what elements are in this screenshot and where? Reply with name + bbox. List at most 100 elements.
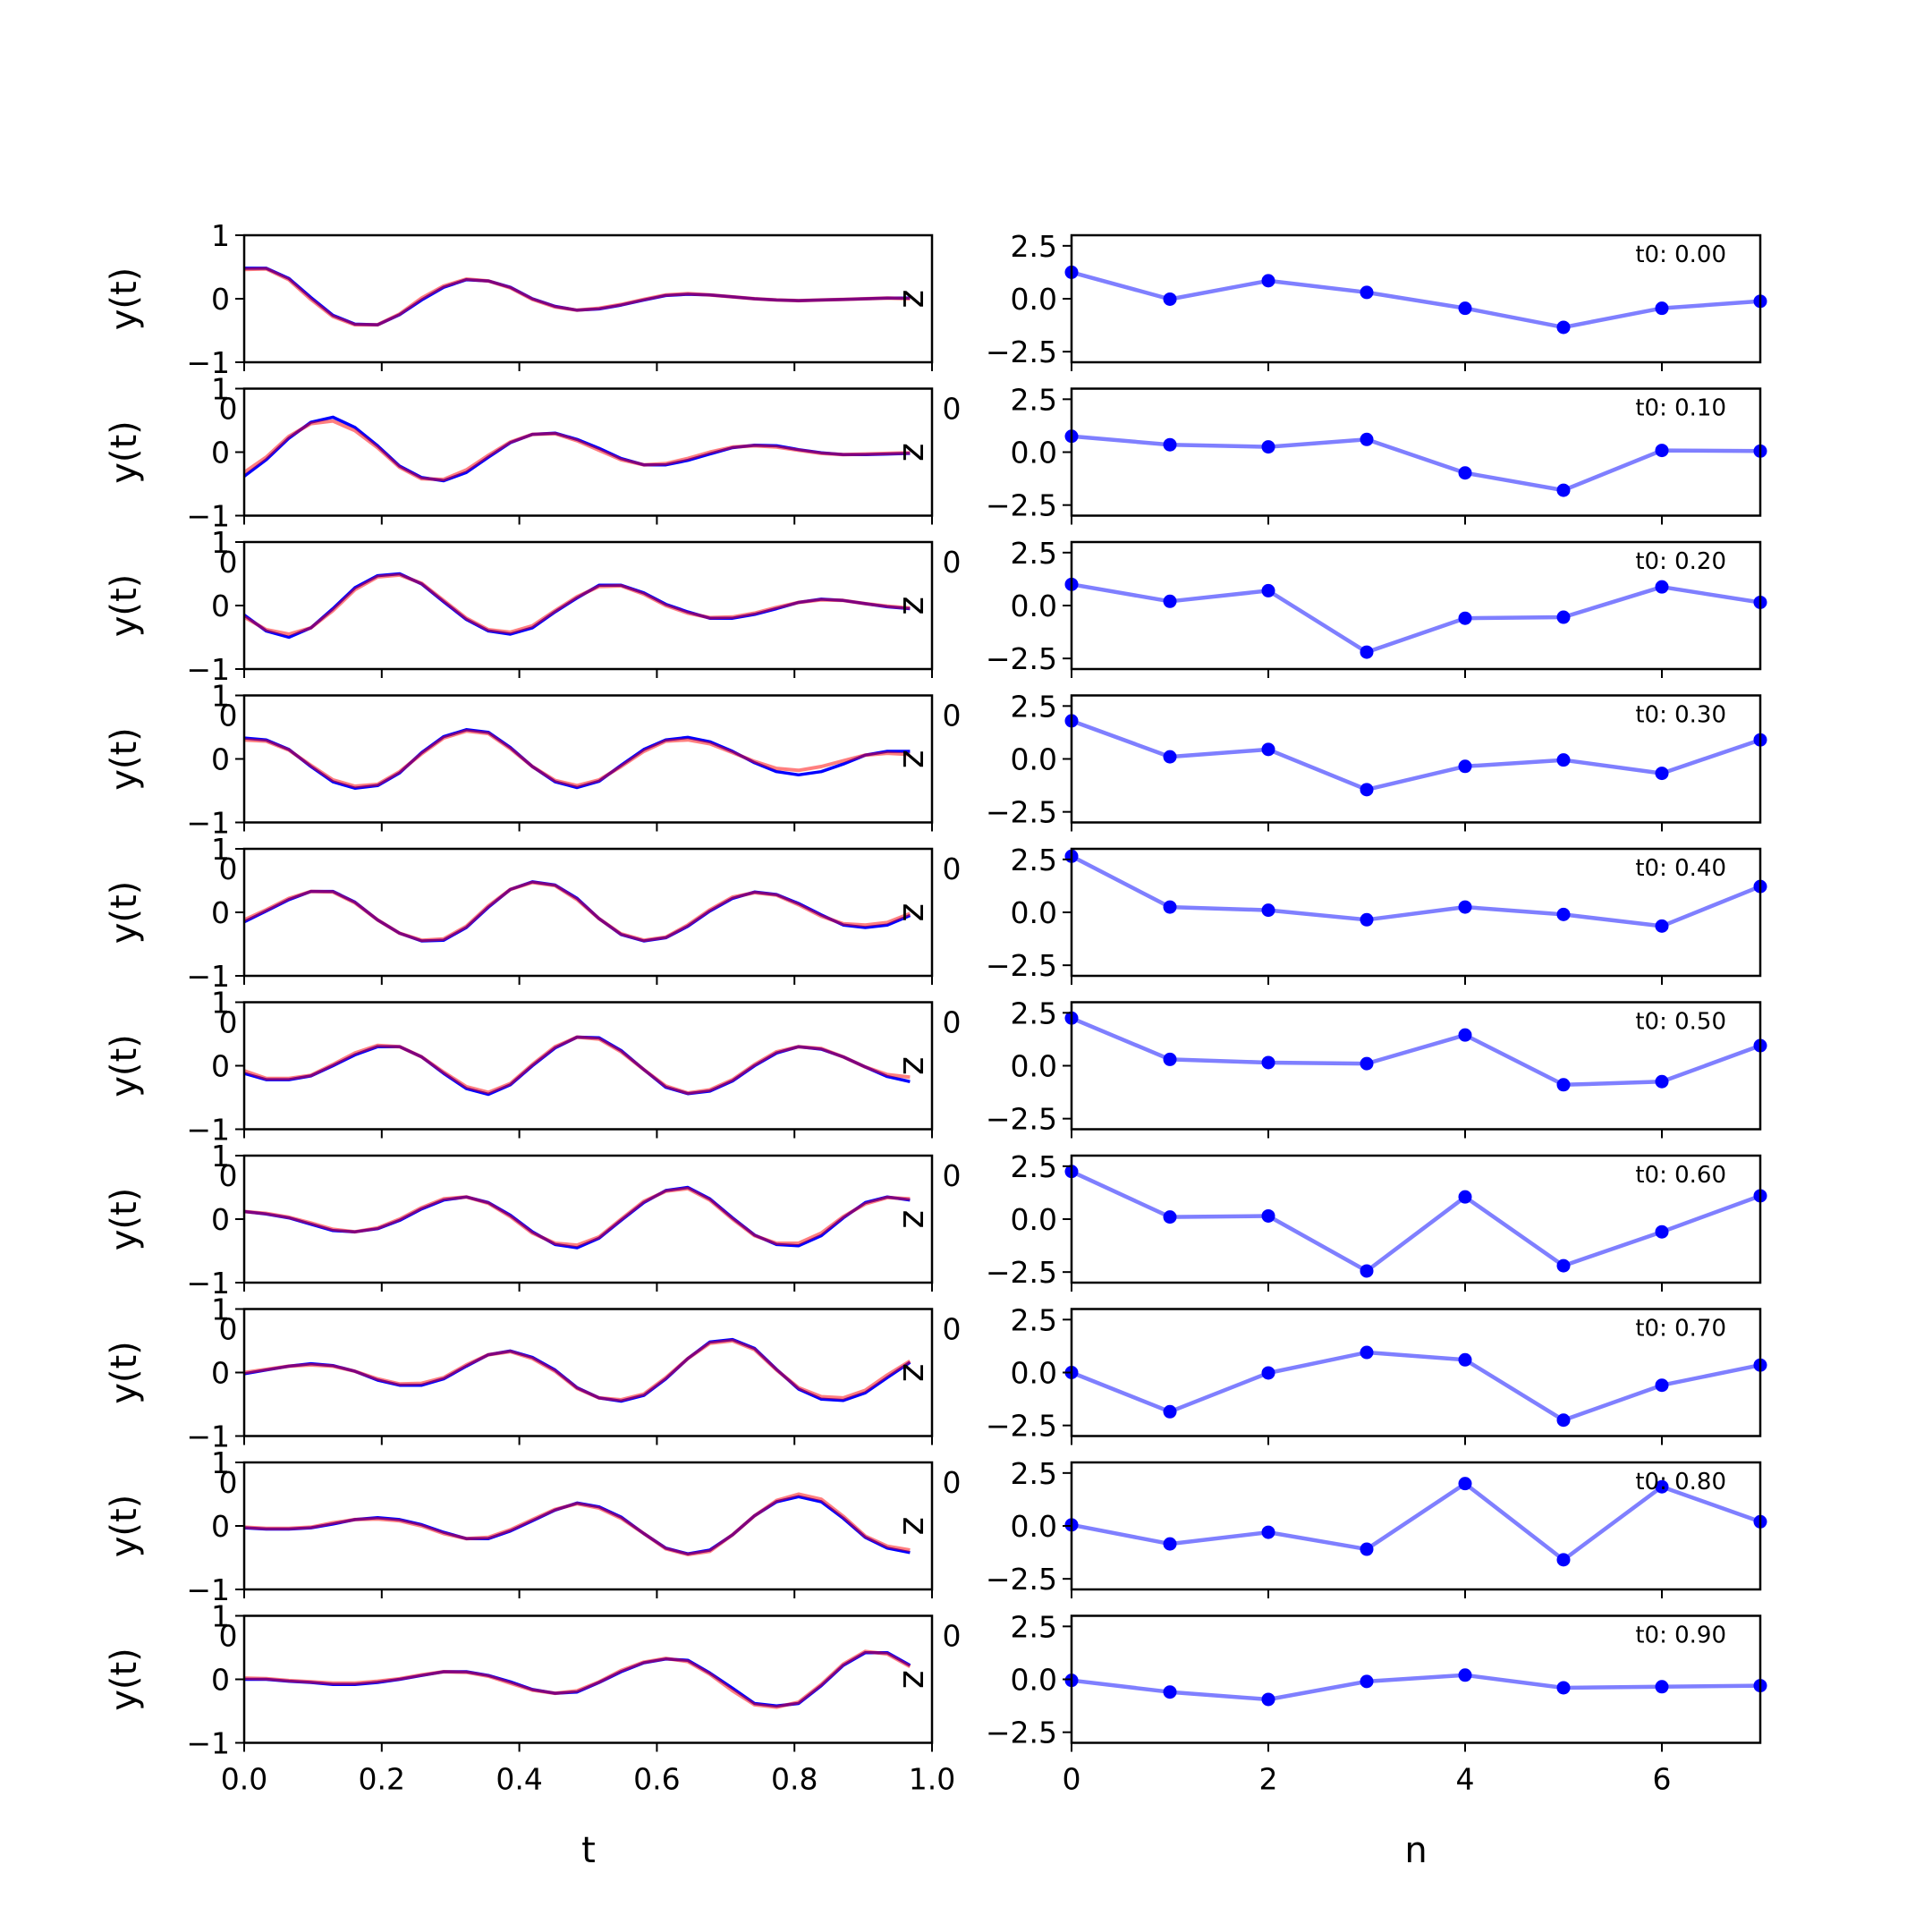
- y-tick-label: 2.5: [1011, 689, 1057, 724]
- coefficient-point: [1655, 1479, 1669, 1494]
- coefficient-panel-3: 2.5 0.0 −2.5 t0: 0.30 0: [943, 689, 1767, 832]
- side-label: z: [894, 1517, 936, 1536]
- coefficient-point: [1458, 1352, 1472, 1367]
- coefficient-line: [1071, 1350, 1761, 1423]
- y-tick-label: −2.5: [986, 1102, 1057, 1137]
- y-axis-label: y(t): [104, 1188, 145, 1251]
- time-offset-label: t0: 0.50: [1635, 1009, 1726, 1036]
- coefficient-line: [1071, 270, 1761, 330]
- side-label: z: [894, 597, 936, 615]
- coefficient-point: [1458, 466, 1472, 480]
- coefficient-panel-4: 2.5 0.0 −2.5 t0: 0.40 0: [943, 843, 1767, 985]
- signal-line-red: [244, 419, 911, 481]
- time-offset-label: t0: 0.20: [1635, 548, 1726, 575]
- signal-line-red: [244, 1339, 911, 1402]
- y-tick-label: 2.5: [1011, 382, 1057, 417]
- y-tick-label: 0: [211, 1509, 230, 1544]
- signal-line-red: [244, 1035, 911, 1095]
- y-axis-label: y(t): [104, 574, 145, 638]
- stray-tick-label: 0: [219, 545, 238, 580]
- y-tick-label: −2.5: [986, 641, 1057, 676]
- signal-line-red: [244, 572, 911, 636]
- coefficient-panel-6: 2.5 0.0 −2.5 t0: 0.60 0: [943, 1149, 1767, 1292]
- signal-lines: [244, 1649, 911, 1709]
- y-tick-label: −2.5: [986, 948, 1057, 983]
- coefficient-point: [1163, 750, 1177, 764]
- y-tick-label: 0: [211, 895, 230, 930]
- coefficient-point: [1360, 432, 1374, 446]
- coefficient-panel-2: 2.5 0.0 −2.5 t0: 0.20 0: [943, 536, 1767, 678]
- signal-lines: [244, 1035, 911, 1097]
- y-axis-label: y(t): [104, 1341, 145, 1404]
- y-tick-label: −1: [186, 1726, 230, 1761]
- coefficient-point: [1458, 1668, 1472, 1682]
- coefficient-point: [1163, 437, 1177, 452]
- coefficient-point: [1261, 1366, 1275, 1380]
- stray-tick-label: 0: [943, 392, 962, 427]
- coefficient-line: [1071, 1481, 1761, 1563]
- coefficient-series: [1064, 714, 1767, 797]
- y-tick-label: 2.5: [1011, 229, 1057, 264]
- stray-tick-label: 0: [943, 1312, 962, 1347]
- coefficient-panel-8: 2.5 0.0 −2.5 t0: 0.80 0: [943, 1456, 1767, 1598]
- y-tick-label: 2.5: [1011, 1149, 1057, 1184]
- coefficient-point: [1556, 1078, 1571, 1092]
- x-tick-label: 0.2: [359, 1762, 405, 1797]
- coefficient-point: [1458, 1028, 1472, 1042]
- coefficient-line: [1071, 1673, 1761, 1702]
- time-offset-label: t0: 0.10: [1635, 395, 1726, 422]
- coefficient-panel-0: 2.5 0.0 −2.5 t0: 0.00: [986, 229, 1767, 371]
- coefficient-series: [1064, 849, 1767, 933]
- time-offset-label: t0: 0.00: [1635, 242, 1726, 268]
- coefficient-point: [1655, 1074, 1669, 1089]
- y-tick-label: −2.5: [986, 1409, 1057, 1444]
- y-axis-label: y(t): [104, 881, 145, 945]
- coefficient-point: [1261, 1692, 1275, 1707]
- coefficient-point: [1261, 274, 1275, 288]
- y-tick-label: 1: [211, 218, 230, 253]
- y-tick-label: −1: [186, 806, 230, 841]
- stray-tick-label: 0: [219, 1005, 238, 1040]
- signal-lines: [244, 1185, 911, 1250]
- y-tick-label: 0.0: [1011, 282, 1057, 317]
- coefficient-point: [1163, 1052, 1177, 1066]
- coefficient-point: [1163, 1404, 1177, 1419]
- y-tick-label: 2.5: [1011, 843, 1057, 877]
- coefficient-point: [1360, 783, 1374, 797]
- y-tick-label: 1: [211, 1599, 230, 1634]
- stray-tick-label: 0: [219, 1312, 238, 1347]
- y-tick-label: −1: [186, 499, 230, 534]
- coefficient-point: [1360, 912, 1374, 927]
- coefficient-point: [1261, 1208, 1275, 1223]
- signal-line-red: [244, 1649, 911, 1709]
- left-x-axis-label: t: [581, 1830, 596, 1871]
- time-offset-label: t0: 0.60: [1635, 1162, 1726, 1189]
- coefficient-point: [1163, 900, 1177, 914]
- y-tick-label: 0: [211, 1356, 230, 1391]
- y-tick-label: −1: [186, 1572, 230, 1607]
- y-tick-label: 1: [211, 372, 230, 407]
- coefficient-point: [1655, 444, 1669, 458]
- coefficient-point: [1458, 1190, 1472, 1204]
- stray-tick-label: 0: [943, 1005, 962, 1040]
- y-tick-label: −2.5: [986, 1255, 1057, 1290]
- stray-tick-label: 0: [219, 699, 238, 733]
- stray-tick-label: 0: [943, 1619, 962, 1654]
- signal-line-red: [244, 1186, 911, 1248]
- stray-tick-label: 0: [219, 1465, 238, 1500]
- y-tick-label: 1: [211, 832, 230, 867]
- y-tick-label: 1: [211, 986, 230, 1021]
- coefficient-point: [1163, 292, 1177, 306]
- coefficient-point: [1261, 583, 1275, 597]
- coefficient-point: [1458, 900, 1472, 914]
- y-tick-label: 0: [211, 1202, 230, 1237]
- coefficient-point: [1556, 610, 1571, 624]
- coefficient-point: [1655, 580, 1669, 594]
- coefficient-point: [1655, 1378, 1669, 1393]
